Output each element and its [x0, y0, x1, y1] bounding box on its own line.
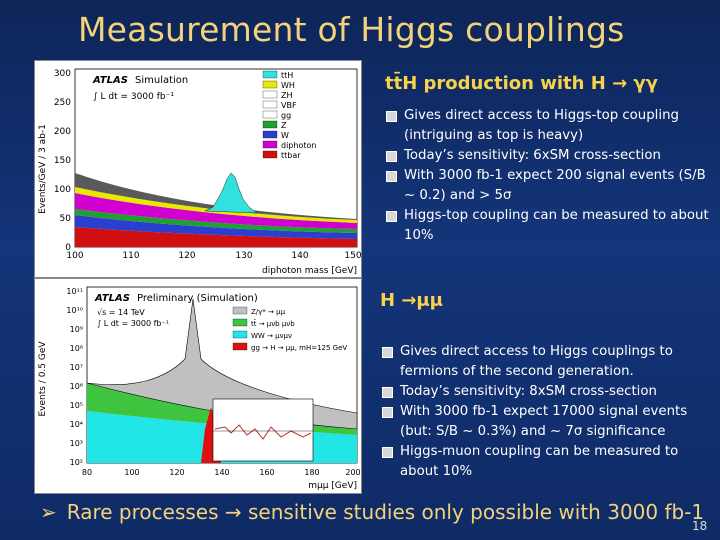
svg-text:120: 120 — [169, 468, 184, 477]
svg-text:110: 110 — [122, 251, 139, 261]
svg-text:√s = 14 TeV: √s = 14 TeV — [97, 308, 145, 317]
svg-text:10⁷: 10⁷ — [70, 363, 83, 372]
svg-text:10¹⁰: 10¹⁰ — [66, 306, 83, 315]
plot1-ylabel: Events/GeV / 3 ab-1 — [38, 124, 48, 214]
svg-text:150: 150 — [54, 156, 71, 166]
svg-text:200: 200 — [345, 468, 360, 477]
page-number: 18 — [692, 519, 708, 533]
svg-text:Simulation: Simulation — [135, 75, 188, 86]
list-item: Today’s sensitivity: 8xSM cross-section — [380, 382, 715, 402]
svg-text:WW → μνμν: WW → μνμν — [251, 332, 292, 340]
svg-text:10³: 10³ — [70, 439, 83, 448]
svg-text:80: 80 — [82, 468, 92, 477]
plot2-xlabel: mμμ [GeV] — [308, 481, 357, 491]
section1-heading: tt̄H production with H → γγ — [385, 73, 658, 94]
svg-text:ZH: ZH — [281, 91, 293, 100]
svg-text:120: 120 — [178, 251, 195, 261]
plot-tth-diphoton: Events/GeV / 3 ab-1 0 50 100 150 200 250… — [34, 60, 362, 278]
svg-text:W: W — [281, 131, 289, 140]
svg-text:100: 100 — [124, 468, 139, 477]
plot1-xlabel: diphoton mass [GeV] — [262, 266, 357, 276]
section1-bullets: Gives direct access to Higgs-top couplin… — [384, 106, 714, 246]
section2-heading: H →μμ — [380, 290, 443, 311]
footer-note: ➢ Rare processes → sensitive studies only… — [40, 500, 705, 524]
arrow-bullet-icon: ➢ — [40, 500, 57, 524]
svg-text:diphoton: diphoton — [281, 141, 316, 150]
svg-text:0: 0 — [65, 243, 71, 253]
svg-text:gg: gg — [281, 111, 291, 120]
svg-text:VBF: VBF — [281, 101, 297, 110]
svg-text:160: 160 — [259, 468, 274, 477]
svg-text:WH: WH — [281, 81, 295, 90]
svg-text:50: 50 — [60, 214, 72, 224]
svg-text:Preliminary (Simulation): Preliminary (Simulation) — [137, 293, 258, 304]
svg-text:∫ L dt = 3000 fb⁻¹: ∫ L dt = 3000 fb⁻¹ — [93, 92, 174, 102]
list-item: With 3000 fb-1 expect 17000 signal event… — [380, 402, 715, 442]
svg-text:10⁹: 10⁹ — [70, 325, 83, 334]
svg-text:100: 100 — [54, 185, 71, 195]
svg-text:Z/γ* → μμ: Z/γ* → μμ — [251, 308, 286, 316]
svg-text:140: 140 — [214, 468, 229, 477]
svg-text:250: 250 — [54, 98, 71, 108]
svg-text:150: 150 — [344, 251, 361, 261]
svg-text:200: 200 — [54, 127, 71, 137]
svg-text:gg → H → μμ, mH=125 GeV: gg → H → μμ, mH=125 GeV — [251, 344, 347, 352]
svg-text:10⁶: 10⁶ — [70, 382, 83, 391]
list-item: Gives direct access to Higgs couplings t… — [380, 342, 715, 382]
svg-text:ttH: ttH — [281, 71, 293, 80]
list-item: Today’s sensitivity: 6xSM cross-section — [384, 146, 714, 166]
list-item: Higgs-muon coupling can be measured to a… — [380, 442, 715, 482]
svg-text:140: 140 — [291, 251, 308, 261]
svg-text:ATLAS: ATLAS — [94, 293, 130, 304]
svg-text:tt̄ → μνb μνb: tt̄ → μνb μνb — [251, 319, 295, 328]
svg-text:180: 180 — [304, 468, 319, 477]
svg-text:ATLAS: ATLAS — [92, 75, 128, 86]
svg-text:130: 130 — [235, 251, 252, 261]
section2-bullets: Gives direct access to Higgs couplings t… — [380, 342, 715, 482]
slide-title: Measurement of Higgs couplings — [78, 10, 625, 49]
svg-text:10¹¹: 10¹¹ — [66, 287, 83, 296]
svg-text:10⁵: 10⁵ — [70, 401, 83, 410]
svg-text:10⁸: 10⁸ — [70, 344, 83, 353]
svg-text:10²: 10² — [70, 458, 83, 467]
svg-text:10⁴: 10⁴ — [70, 420, 83, 429]
svg-text:∫ L dt = 3000 fb⁻¹: ∫ L dt = 3000 fb⁻¹ — [97, 319, 169, 328]
svg-text:300: 300 — [54, 69, 71, 79]
svg-text:100: 100 — [66, 251, 83, 261]
list-item: Higgs-top coupling can be measured to ab… — [384, 206, 714, 246]
svg-text:ttbar: ttbar — [281, 151, 301, 160]
plot-h-mumu: Events / 0.5 GeV 10² 10³ 10⁴ 10⁵ 10⁶ 10⁷… — [34, 278, 362, 494]
list-item: Gives direct access to Higgs-top couplin… — [384, 106, 714, 146]
svg-text:Z: Z — [281, 121, 287, 130]
plot2-ylabel: Events / 0.5 GeV — [38, 341, 48, 417]
list-item: With 3000 fb-1 expect 200 signal events … — [384, 166, 714, 206]
